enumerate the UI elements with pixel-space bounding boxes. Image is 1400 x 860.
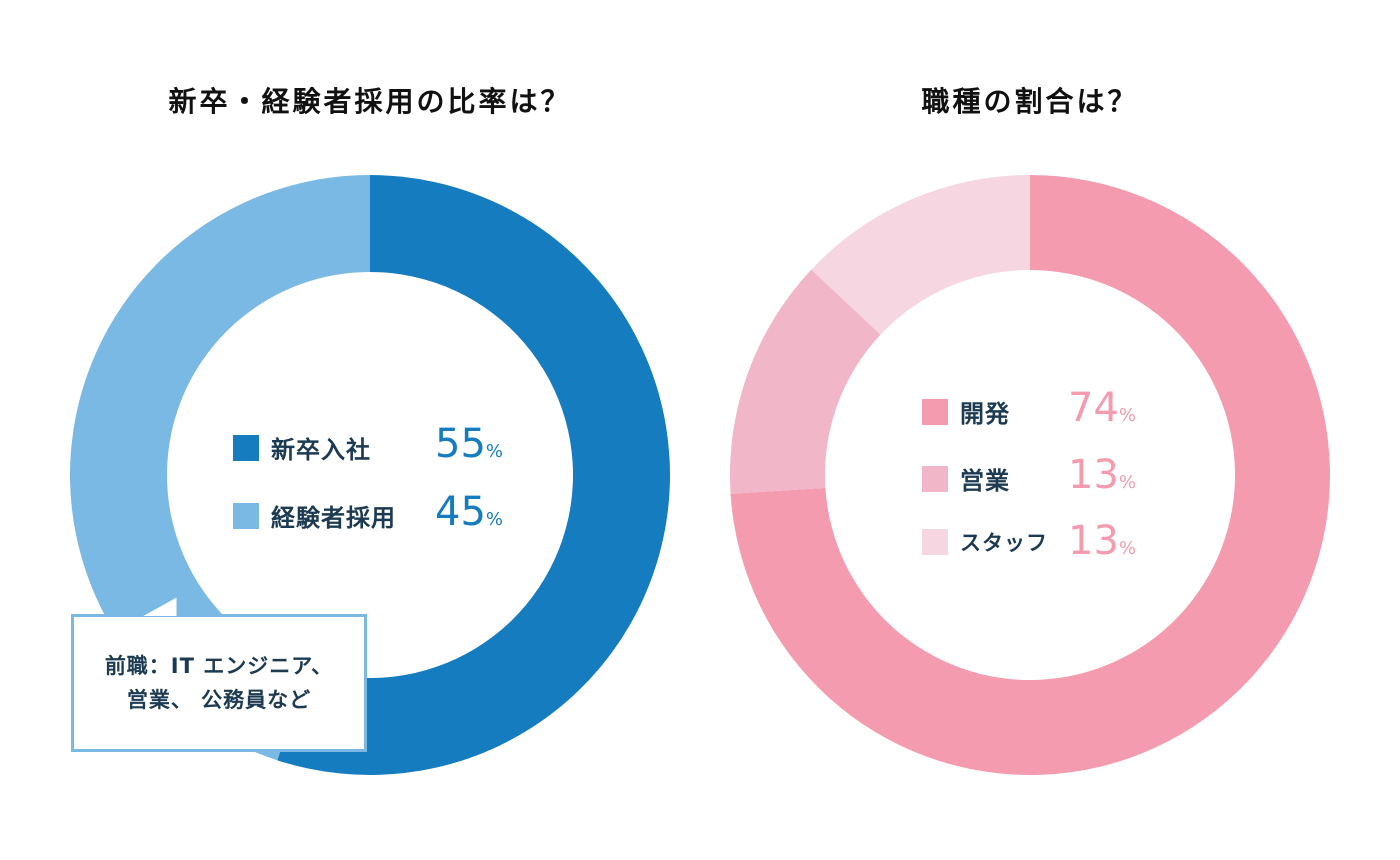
value-number: 13 (1068, 452, 1119, 498)
legend-item-development: 開発 (922, 394, 1010, 429)
legend-label: 新卒入社 (271, 436, 371, 464)
donut-slice-0 (277, 175, 670, 775)
legend-label: 経験者採用 (271, 504, 396, 532)
donut-job-types (730, 175, 1330, 776)
donut-slice-0 (730, 175, 1330, 776)
legend-value-staff: 13% (1068, 521, 1136, 569)
percent-sign: % (485, 509, 504, 530)
legend-swatch (922, 465, 948, 492)
donut-slice-2 (811, 175, 1030, 335)
percent-sign: % (1118, 405, 1137, 426)
legend-item-new-grad: 新卒入社 (233, 430, 371, 465)
chart-title-job-types: 職種の割合は？ (921, 85, 1139, 118)
value-number: 55 (435, 421, 486, 467)
legend-item-staff: スタッフ (922, 527, 1048, 557)
callout-line-1: 前職：IT エンジニア、 (104, 654, 334, 678)
legend-swatch (233, 434, 259, 461)
legend-item-experienced: 経験者採用 (233, 498, 396, 533)
legend-swatch (233, 502, 259, 529)
value-number: 45 (435, 489, 486, 535)
callout-line-2: 営業、 公務員など (126, 688, 312, 712)
legend-label: 開発 (960, 400, 1010, 428)
percent-sign: % (1118, 472, 1137, 493)
legend-swatch (922, 398, 948, 425)
legend-value-experienced: 45% (435, 492, 503, 540)
legend-value-new-grad: 55% (435, 424, 503, 472)
value-number: 74 (1068, 385, 1119, 431)
legend-item-sales: 営業 (922, 461, 1010, 496)
legend-value-sales: 13% (1068, 455, 1136, 503)
legend-label: スタッフ (960, 531, 1048, 555)
donut-slice-1 (730, 269, 881, 494)
legend-value-development: 74% (1068, 388, 1136, 436)
legend-label: 営業 (960, 467, 1010, 495)
percent-sign: % (1118, 538, 1137, 559)
chart-title-hiring-ratio: 新卒・経験者採用の比率は？ (168, 85, 572, 118)
legend-swatch (922, 529, 948, 555)
value-number: 13 (1068, 518, 1119, 564)
percent-sign: % (485, 441, 504, 462)
previous-job-callout: 前職：IT エンジニア、 営業、 公務員など (71, 614, 367, 752)
